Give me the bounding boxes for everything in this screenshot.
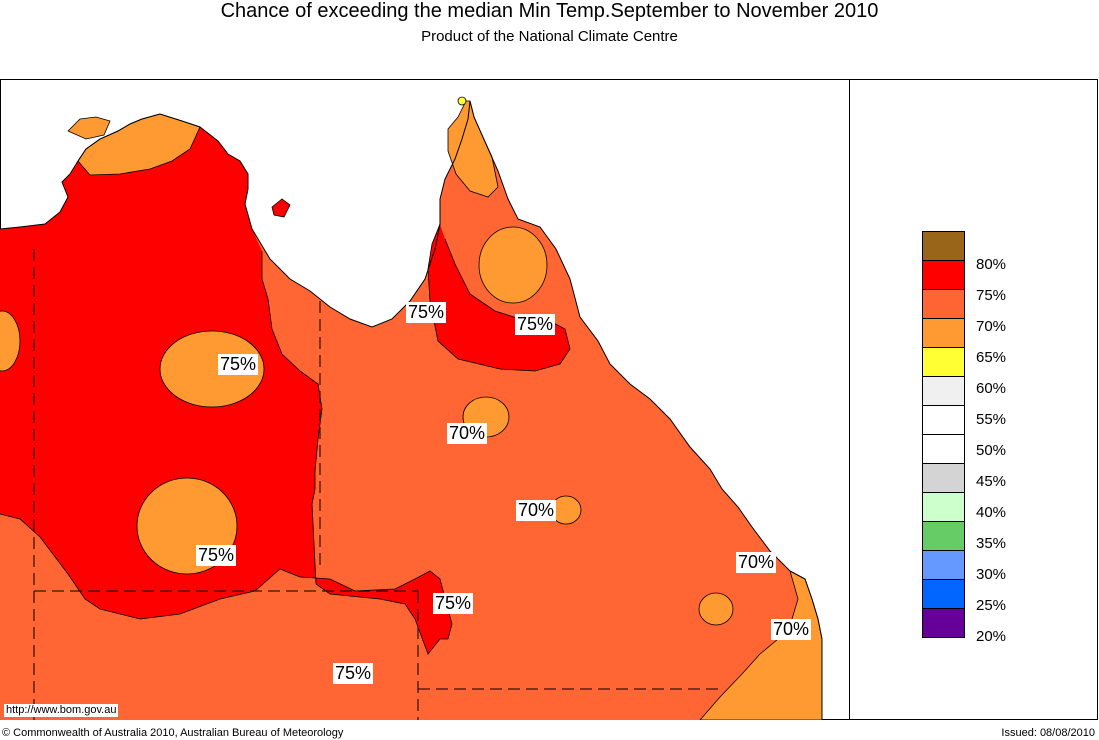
legend-swatch (922, 289, 965, 319)
legend-label: 50% (976, 442, 1007, 459)
legend-swatch (922, 550, 965, 580)
contour-label: 70% (771, 619, 812, 640)
issued-date: Issued: 08/08/2010 (1001, 727, 1095, 739)
map-canvas (0, 96, 823, 720)
legend-swatch (922, 463, 965, 493)
legend-swatch (922, 608, 965, 638)
legend-label: 40% (976, 504, 1007, 521)
map-subtitle: Product of the National Climate Centre (421, 28, 678, 45)
contour-label: 75% (196, 545, 237, 566)
legend-label: 60% (976, 380, 1007, 397)
legend-label: 70% (976, 318, 1007, 335)
contour-label: 75% (218, 354, 259, 375)
legend-swatch (922, 492, 965, 522)
legend-label: 55% (976, 411, 1007, 428)
legend-swatch (922, 434, 965, 464)
legend-divider (849, 79, 850, 720)
contour-label: 70% (516, 500, 557, 521)
contour-label: 75% (515, 314, 556, 335)
legend-swatch (922, 579, 965, 609)
region-65-g (0, 310, 21, 372)
region-65-f (698, 592, 734, 626)
color-legend: 80% 75% 70% 65% 60% 55% 50% 45% 40% 35% 30% 25% 20% (922, 231, 1006, 645)
legend-label: 20% (976, 628, 1007, 645)
legend-swatch (922, 260, 965, 290)
legend-label: 25% (976, 597, 1007, 614)
region-65-c (478, 226, 548, 304)
map-title: Chance of exceeding the median Min Temp.… (220, 0, 879, 22)
contour-label: 70% (447, 423, 488, 444)
state-boundaries (33, 249, 720, 720)
contour-label: 70% (736, 552, 777, 573)
legend-swatch (922, 376, 965, 406)
legend-label: 65% (976, 349, 1007, 366)
legend-swatch (922, 231, 965, 261)
legend-label: 45% (976, 473, 1007, 490)
legend-swatch (922, 347, 965, 377)
legend-label: 35% (976, 535, 1007, 552)
island-melville (67, 116, 111, 140)
contour-label: 75% (433, 593, 474, 614)
contour-label: 75% (406, 302, 447, 323)
legend-label: 30% (976, 566, 1007, 583)
copyright-notice: © Commonwealth of Australia 2010, Austra… (2, 727, 344, 739)
source-url[interactable]: http://www.bom.gov.au (4, 704, 119, 717)
legend-swatch (922, 405, 965, 435)
contour-label: 75% (333, 663, 374, 684)
island-torres (457, 96, 467, 106)
legend-label: 75% (976, 287, 1007, 304)
legend-swatch (922, 318, 965, 348)
legend-label: 80% (976, 256, 1007, 273)
legend-swatch (922, 521, 965, 551)
region-65-a (159, 330, 265, 408)
island-groote (271, 198, 291, 218)
contour-lines (0, 223, 571, 655)
